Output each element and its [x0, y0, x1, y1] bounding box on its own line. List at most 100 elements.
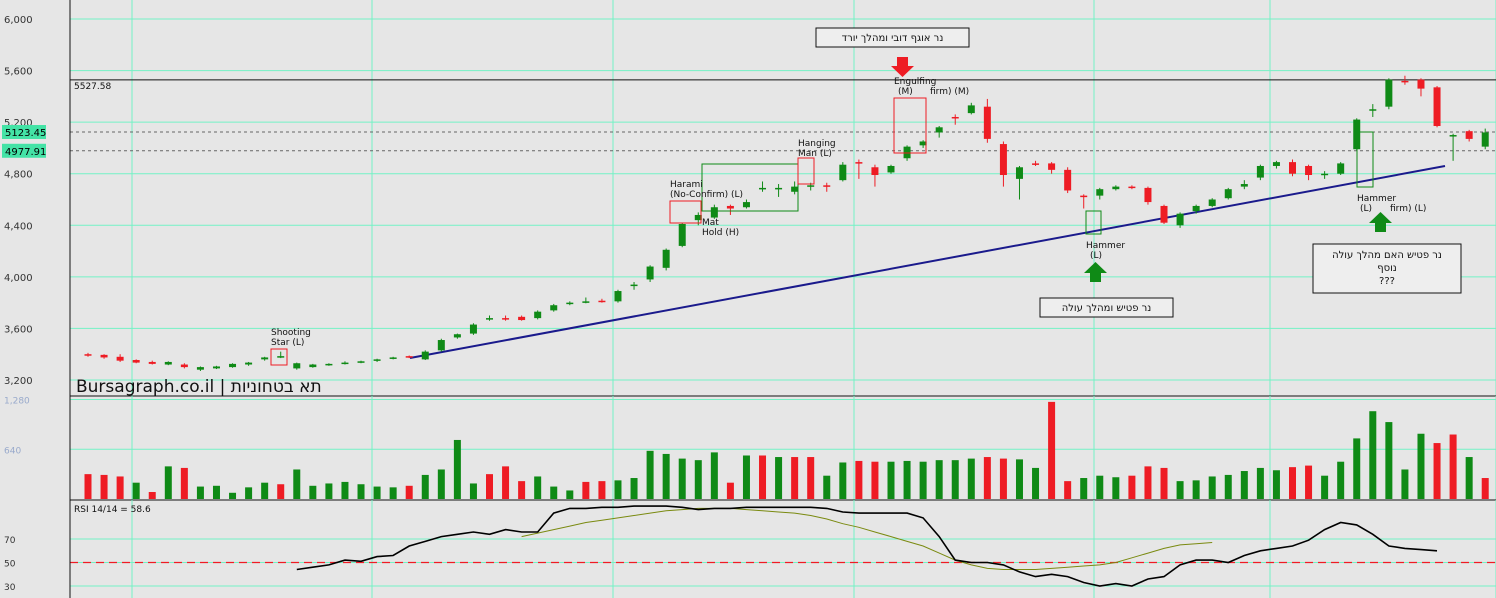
candle-body	[1337, 163, 1345, 174]
volume-bar	[951, 460, 959, 499]
volume-bar	[132, 482, 140, 499]
volume-bar	[775, 457, 783, 499]
candle	[598, 298, 606, 303]
candle-body	[84, 354, 92, 356]
candle-body	[100, 354, 108, 358]
volume-bar	[293, 469, 301, 499]
engulfing-label-1: Engulfing	[894, 77, 936, 87]
price-tag-1-text: 5123.45	[5, 128, 46, 139]
note-box-3	[1312, 243, 1462, 294]
hammer-label-1-line-1: Hammer	[1086, 241, 1125, 251]
candle-body	[1240, 184, 1248, 187]
candle	[1256, 164, 1264, 181]
candles	[84, 75, 1489, 371]
candle	[534, 310, 542, 320]
rsi-signal-line	[521, 507, 1213, 570]
volume-bar	[999, 458, 1007, 499]
price-tick-label: 5,600	[4, 67, 33, 78]
candle-body	[486, 318, 493, 320]
arrows	[891, 57, 1392, 282]
confirm-label-l: firm) (L)	[1390, 204, 1426, 214]
volume-bar	[1240, 471, 1248, 499]
candle	[1481, 128, 1489, 150]
volume-bar	[1385, 422, 1393, 499]
candle-body	[405, 356, 413, 358]
volume-bar	[1305, 465, 1313, 499]
candle	[967, 102, 975, 115]
candle	[421, 350, 429, 361]
candle	[261, 356, 269, 361]
volume-bar	[855, 460, 863, 499]
candle-body	[1369, 109, 1377, 111]
volume-bar	[630, 478, 638, 499]
note-3-line-2: נוסף	[1377, 263, 1397, 274]
candle	[871, 164, 879, 187]
candle	[212, 365, 220, 370]
candle-body	[1385, 79, 1393, 107]
volume-bar	[807, 457, 815, 499]
candle	[710, 204, 718, 219]
volume-tick-label: 1,280	[4, 397, 30, 407]
candle	[100, 354, 108, 359]
candle-body	[261, 357, 269, 360]
volume-bar	[1433, 443, 1441, 499]
candle-body	[148, 361, 156, 364]
candle-body	[1256, 165, 1264, 178]
candle	[791, 181, 799, 195]
candle	[341, 361, 349, 365]
candle-body	[1048, 163, 1056, 170]
candle-body	[469, 324, 477, 334]
candle	[1160, 204, 1168, 224]
candle-body	[309, 364, 317, 368]
volume-bar	[566, 490, 574, 499]
candle-body	[341, 362, 349, 365]
volume-bar	[726, 482, 734, 499]
candle	[839, 162, 847, 182]
volume-bar	[453, 439, 461, 499]
rsi-axis: 30 50 70	[4, 536, 16, 593]
candle	[999, 141, 1007, 187]
volume-bar	[710, 452, 718, 499]
candle-body	[212, 366, 220, 369]
candle	[1112, 185, 1120, 191]
candle-body	[1192, 205, 1200, 212]
candle-body	[999, 144, 1007, 176]
candle-body	[1272, 162, 1280, 166]
volume-bar	[791, 457, 799, 499]
candle-body	[1015, 167, 1023, 179]
volume-bar	[1465, 457, 1473, 499]
candle-body	[1433, 87, 1441, 127]
candle-body	[357, 361, 365, 363]
candle-body	[662, 249, 670, 268]
candle	[1465, 129, 1473, 142]
candle	[630, 282, 638, 290]
candle	[726, 204, 734, 215]
price-tick-label: 3,200	[4, 376, 33, 387]
candle-body	[951, 116, 959, 119]
volume-bar	[1369, 411, 1377, 499]
candle	[1208, 198, 1216, 208]
note-box-1	[815, 27, 970, 48]
candle	[1096, 187, 1104, 200]
hanging-man-label-2: Man (L)	[798, 149, 832, 159]
candle-body	[887, 165, 895, 173]
candle	[919, 140, 927, 148]
volume-bar	[261, 482, 269, 499]
volume-bar	[1272, 470, 1280, 499]
candle-body	[855, 162, 863, 164]
resistance-label: 5527.58	[74, 82, 111, 92]
volume-panel: 640 1,280	[4, 396, 1496, 500]
candle	[935, 126, 943, 138]
candle-body	[293, 363, 301, 369]
candle-body	[791, 186, 799, 192]
volume-bar	[823, 475, 831, 499]
candle	[1192, 204, 1200, 214]
volume-bar	[1192, 480, 1200, 499]
price-tick-label: 5,200	[4, 118, 33, 129]
candle-body	[1144, 187, 1152, 203]
hammer-label-2-line-2: (L)	[1360, 204, 1372, 214]
candle	[116, 354, 124, 362]
volume-axis: 640 1,280	[4, 397, 30, 457]
engulfing-label-2: (M)	[898, 87, 913, 97]
